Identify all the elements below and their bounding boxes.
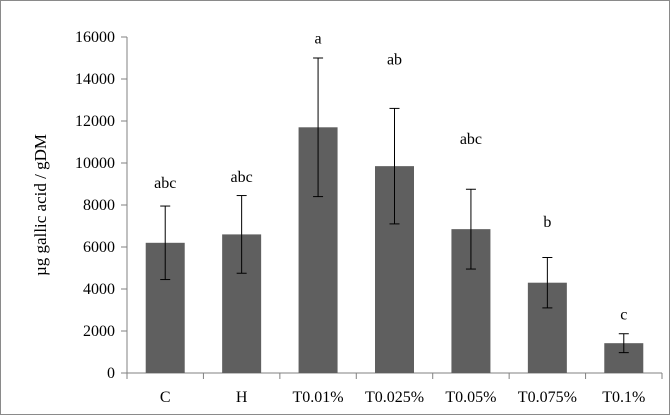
error-bar — [618, 333, 629, 354]
significance-label: abc — [154, 175, 176, 192]
y-tick-label: 14000 — [75, 71, 115, 88]
error-bar — [542, 257, 553, 309]
category-label: T0.05% — [445, 389, 496, 406]
y-tick-label: 12000 — [75, 113, 115, 130]
category-label: T0.1% — [602, 389, 645, 406]
significance-label: abc — [231, 169, 253, 186]
significance-labels: abc abc a ab abc b c — [154, 30, 627, 323]
error-bars — [160, 57, 629, 354]
y-tick-label: 16000 — [75, 29, 115, 46]
category-labels: C H T0.01% T0.025% T0.05% T0.075% T0.1% — [160, 389, 645, 406]
category-label: H — [236, 389, 248, 406]
category-label: C — [160, 389, 171, 406]
significance-label: b — [543, 214, 551, 231]
y-tick-label: 10000 — [75, 155, 115, 172]
category-label: T0.075% — [518, 389, 577, 406]
significance-label: a — [315, 30, 322, 47]
y-tick-label: 0 — [107, 365, 115, 382]
error-bar — [236, 195, 247, 274]
error-bar — [465, 188, 476, 270]
significance-label: c — [620, 306, 627, 323]
y-tick-label: 8000 — [83, 197, 115, 214]
error-bar — [313, 57, 324, 198]
significance-label: ab — [387, 51, 402, 68]
error-bar — [160, 205, 171, 281]
y-axis-ticks: 0 2000 4000 6000 8000 10000 12000 14000 16000 — [75, 29, 127, 382]
x-axis-ticks — [126, 373, 663, 379]
y-tick-label: 6000 — [83, 239, 115, 256]
y-axis-title: µg gallic acid / gDM — [31, 134, 50, 276]
significance-label: abc — [460, 131, 482, 148]
category-label: T0.025% — [365, 389, 424, 406]
error-bar — [389, 107, 400, 225]
y-tick-label: 4000 — [83, 281, 115, 298]
y-tick-label: 2000 — [83, 323, 115, 340]
category-label: T0.01% — [293, 389, 344, 406]
